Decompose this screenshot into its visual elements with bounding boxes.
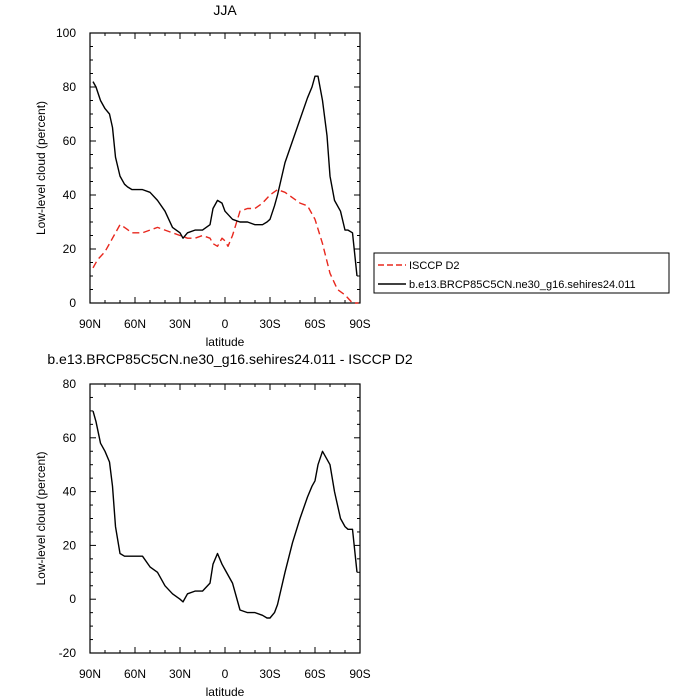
x-axis-label: latitude <box>206 685 245 699</box>
x-tick-label: 60N <box>124 667 146 681</box>
x-tick-label: 60S <box>304 317 325 331</box>
series-line-model <box>92 410 358 619</box>
x-tick-label: 90N <box>79 317 101 331</box>
x-tick-label: 90S <box>349 317 370 331</box>
legend-box <box>373 252 670 294</box>
bottom-chart: 90N 60N 30N 0 30S 60S 90S -20 0 20 40 60 80 b.e13.BRC… <box>34 351 413 699</box>
y-tick-label: 0 <box>69 296 76 310</box>
plot-frame <box>89 32 361 304</box>
series-line-isccp <box>92 188 359 304</box>
y-tick-label: -20 <box>59 646 77 660</box>
y-tick-label: 60 <box>63 134 77 148</box>
y-axis-label: Low-level cloud (percent) <box>34 451 48 585</box>
series-line-model <box>92 75 358 277</box>
y-tick-label: 40 <box>63 188 77 202</box>
x-tick-label: 30S <box>259 317 280 331</box>
y-tick-label: 20 <box>63 242 77 256</box>
legend-label: ISCCP D2 <box>409 260 460 272</box>
y-tick-label: 80 <box>63 377 77 391</box>
x-tick-label: 60S <box>304 667 325 681</box>
y-tick-label: 20 <box>63 538 77 552</box>
y-tick-label: 0 <box>69 592 76 606</box>
x-tick-label: 90N <box>79 667 101 681</box>
x-tick-label: 0 <box>222 317 229 331</box>
y-tick-label: 40 <box>63 485 77 499</box>
chart-title: b.e13.BRCP85C5CN.ne30_g16.sehires24.011 … <box>47 351 412 367</box>
chart-title: JJA <box>213 2 237 18</box>
x-tick-label: 60N <box>124 317 146 331</box>
y-axis-label: Low-level cloud (percent) <box>34 101 48 235</box>
x-tick-label: 0 <box>222 667 229 681</box>
y-tick-label: 100 <box>56 26 76 40</box>
x-tick-label: 30N <box>169 667 191 681</box>
x-tick-label: 30S <box>259 667 280 681</box>
plot-frame <box>89 383 361 654</box>
x-tick-label: 90S <box>349 667 370 681</box>
y-tick-label: 60 <box>63 431 77 445</box>
y-tick-label: 80 <box>63 80 77 94</box>
x-axis-label: latitude <box>206 335 245 349</box>
top-chart: 90N 60N 30N 0 30S 60S 90S 0 20 40 60 80 100 JJA latitu… <box>34 2 670 349</box>
x-tick-label: 30N <box>169 317 191 331</box>
legend-label: b.e13.BRCP85C5CN.ne30_g16.sehires24.011 <box>409 279 636 291</box>
